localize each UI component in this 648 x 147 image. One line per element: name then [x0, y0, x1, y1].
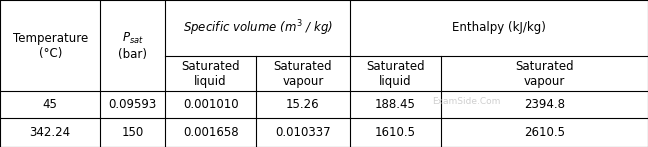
Text: 45: 45	[43, 98, 58, 111]
Text: 0.001658: 0.001658	[183, 126, 238, 139]
Text: 2610.5: 2610.5	[524, 126, 565, 139]
Text: 0.09593: 0.09593	[109, 98, 157, 111]
Text: Saturated
vapour: Saturated vapour	[273, 60, 332, 87]
Text: Saturated
vapour: Saturated vapour	[515, 60, 573, 87]
Text: Saturated
liquid: Saturated liquid	[366, 60, 424, 87]
Text: 342.24: 342.24	[30, 126, 71, 139]
Text: 188.45: 188.45	[375, 98, 416, 111]
Text: Enthalpy (kJ/kg): Enthalpy (kJ/kg)	[452, 21, 546, 34]
Text: 0.001010: 0.001010	[183, 98, 238, 111]
Text: $P_{sat}$
(bar): $P_{sat}$ (bar)	[119, 31, 147, 61]
Text: 0.010337: 0.010337	[275, 126, 330, 139]
Text: 150: 150	[122, 126, 144, 139]
Text: 1610.5: 1610.5	[375, 126, 416, 139]
Text: Saturated
liquid: Saturated liquid	[181, 60, 240, 87]
Text: ExamSide.Com: ExamSide.Com	[432, 97, 501, 106]
Text: Temperature
(°C): Temperature (°C)	[12, 32, 88, 60]
Text: Specific volume ($m^3$ / $kg$): Specific volume ($m^3$ / $kg$)	[183, 18, 332, 38]
Text: 15.26: 15.26	[286, 98, 319, 111]
Text: 2394.8: 2394.8	[524, 98, 565, 111]
